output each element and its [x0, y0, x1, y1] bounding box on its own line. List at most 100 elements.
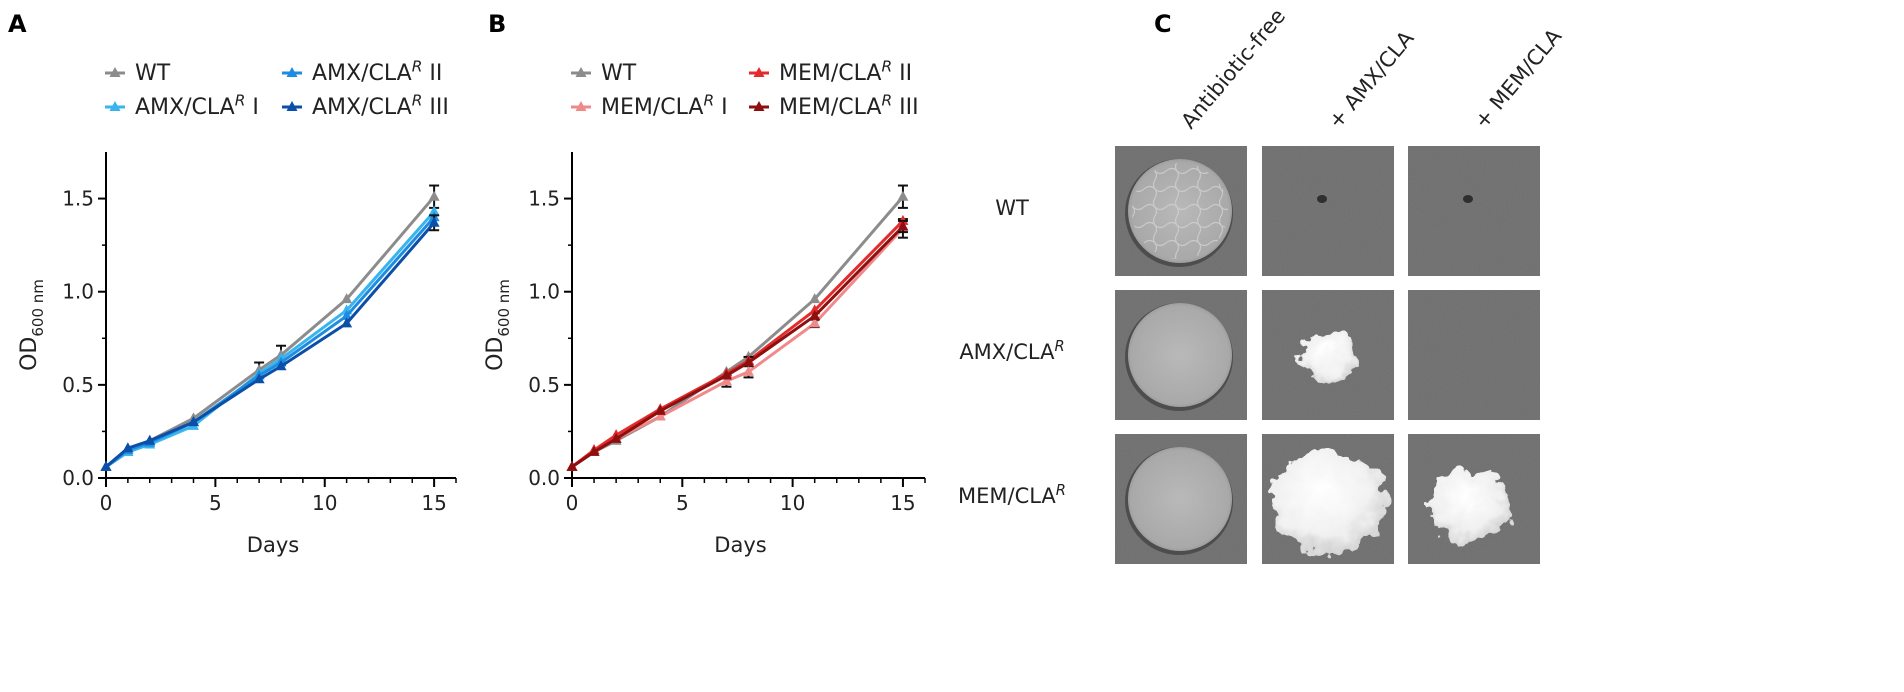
data-point-amx3 [188, 416, 199, 427]
plate-texture [1408, 146, 1540, 276]
series-line-mem3 [571, 225, 905, 469]
legend-label-mem1: MEM/CLAR I [601, 92, 728, 120]
plate-well [1262, 146, 1394, 276]
plate-well [1408, 290, 1540, 420]
legend-label-mem3-suffix: III [892, 95, 918, 120]
legend-label-wt-base: WT [135, 61, 171, 86]
x-tick-label: 10 [780, 491, 805, 515]
x-tick-label: 10 [312, 491, 337, 515]
column-header: + AMX/CLA [1323, 26, 1419, 133]
data-point-amx2 [341, 309, 353, 320]
plate-texture [1408, 290, 1540, 420]
plate-texture [1262, 146, 1394, 276]
row-label-base: MEM/CLA [958, 484, 1056, 508]
legend-label-amx2-suffix: II [422, 61, 442, 86]
plate-well [1408, 146, 1540, 276]
y-axis-label-main: OD [17, 337, 42, 371]
y-axis-label-sub: 600 nm [29, 279, 47, 337]
data-point-mem3 [566, 460, 578, 471]
panel-label-a: A [8, 10, 27, 38]
panel-label-c: C [1154, 10, 1172, 38]
legend-label-amx3: AMX/CLAR III [312, 92, 449, 120]
legend-label-wt: WT [601, 61, 637, 86]
data-point-mem1 [654, 410, 666, 421]
legend-label-amx2-base: AMX/CLA [312, 61, 412, 86]
legend-label-amx1: AMX/CLAR I [135, 92, 259, 120]
column-header: + MEM/CLA [1469, 24, 1566, 133]
y-tick-label: 0.5 [62, 373, 94, 397]
data-point-amx3 [428, 216, 440, 227]
data-point-mem3 [743, 356, 754, 367]
legend-marker-amx1 [109, 101, 121, 111]
legend-label-mem2-base: MEM/CLA [779, 61, 881, 86]
colony-fluffy [1430, 469, 1510, 541]
legend-marker-wt [575, 67, 587, 77]
data-point-mem3 [588, 445, 600, 456]
legend-label-amx2: AMX/CLAR II [312, 58, 442, 86]
y-tick-label: 1.0 [62, 280, 94, 304]
row-label-base: AMX/CLA [959, 340, 1055, 364]
legend-label-amx1-suffix: I [245, 95, 258, 120]
data-point-amx3 [275, 360, 287, 371]
y-tick-label: 1.0 [528, 280, 560, 304]
plate-well [1115, 146, 1247, 276]
legend-label-amx1-sup: R [235, 92, 246, 110]
data-point-wt [809, 293, 821, 304]
legend-label-mem1-suffix: I [714, 95, 727, 120]
y-axis-label: OD600 nm [17, 279, 47, 371]
legend-label-amx3-base: AMX/CLA [312, 95, 412, 120]
row-label: AMX/CLAR [959, 338, 1064, 364]
colony-film [1128, 303, 1232, 407]
data-point-mem1 [809, 317, 821, 328]
series-line-amx1 [105, 210, 436, 469]
panel-label-b: B [488, 10, 506, 38]
plate-well [1262, 290, 1394, 420]
colony-film [1128, 447, 1232, 551]
data-point-mem3 [809, 309, 821, 320]
data-point-mem3 [610, 432, 622, 443]
legend-label-mem3-base: MEM/CLA [779, 95, 881, 120]
legend-label-amx3-sup: R [412, 92, 423, 110]
y-axis-label-main: OD [483, 337, 508, 371]
y-tick-label: 0.0 [62, 466, 94, 490]
x-axis-label: Days [714, 533, 766, 557]
plate-well [1115, 290, 1247, 420]
x-axis-label: Days [247, 533, 299, 557]
data-point-amx3 [253, 373, 265, 384]
y-axis-label: OD600 nm [483, 279, 513, 371]
legend-label-mem3-sup: R [881, 92, 892, 110]
x-tick-label: 15 [890, 491, 915, 515]
series-line-amx2 [105, 216, 436, 469]
column-header: Antibiotic-free [1176, 4, 1290, 133]
legend-marker-mem3 [753, 101, 765, 111]
x-tick-label: 15 [421, 491, 446, 515]
y-tick-label: 1.5 [528, 187, 560, 211]
legend-label-mem1-base: MEM/CLA [601, 95, 703, 120]
legend-label-mem2-sup: R [881, 58, 892, 76]
legend-label-wt: WT [135, 61, 171, 86]
series-line-wt [105, 195, 436, 469]
series-line-amx3 [105, 221, 436, 468]
x-tick-label: 0 [566, 491, 579, 515]
x-tick-label: 0 [100, 491, 113, 515]
plate-well [1408, 434, 1540, 564]
legend-marker-amx2 [286, 67, 298, 77]
y-tick-label: 0.0 [528, 466, 560, 490]
y-axis-label-sub: 600 nm [495, 279, 513, 337]
legend-marker-wt [109, 67, 121, 77]
colony-fluffy [1270, 448, 1386, 554]
legend-label-mem3: MEM/CLAR III [779, 92, 919, 120]
legend-label-amx3-suffix: III [422, 95, 448, 120]
legend-label-amx2-sup: R [412, 58, 423, 76]
panel-a: A 0.0 0.5 1.0 1.5 0 5 10 15 Days OD600 nm WT AMX/CLA… [8, 10, 457, 557]
colony-fluffy [1300, 331, 1356, 383]
data-point-amx3 [341, 317, 353, 328]
row-label: WT [995, 196, 1029, 220]
panel-c: C Antibiotic-free + AMX/CLA + MEM/CLA WT AMX/… [958, 4, 1567, 564]
y-tick-label: 1.5 [62, 187, 94, 211]
inoculation-spot [1463, 195, 1473, 203]
legend-label-amx1-base: AMX/CLA [135, 95, 235, 120]
data-point-mem1 [743, 365, 754, 376]
inoculation-spot [1317, 195, 1327, 203]
